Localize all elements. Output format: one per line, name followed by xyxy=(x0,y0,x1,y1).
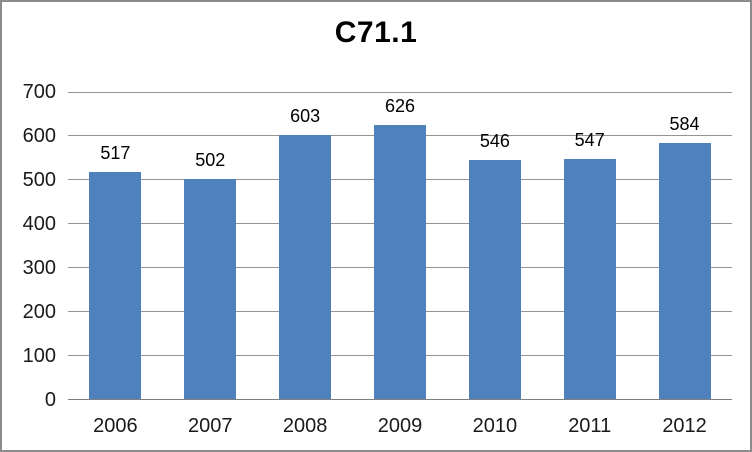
x-axis-tick-label: 2008 xyxy=(282,415,328,437)
x-axis-tick-label: 2010 xyxy=(472,415,518,437)
x-axis-tick-label: 2011 xyxy=(568,415,612,437)
bar-value-label: 502 xyxy=(195,149,226,170)
bar-value-label: 626 xyxy=(384,95,416,116)
y-axis-tick-label: 300 xyxy=(22,256,56,279)
bar-value-label: 547 xyxy=(574,130,605,151)
bar xyxy=(563,159,616,400)
y-axis-tick-label: 700 xyxy=(22,81,56,103)
bar xyxy=(658,142,711,400)
y-axis-tick-label: 600 xyxy=(22,124,56,147)
bar xyxy=(184,178,237,400)
x-axis-tick-label: 2007 xyxy=(188,415,233,437)
bar-value-label: 517 xyxy=(100,143,131,164)
bar xyxy=(468,159,521,400)
bar-value-label: 603 xyxy=(290,105,321,126)
y-axis-tick-label: 500 xyxy=(22,168,56,191)
y-axis-tick-label: 200 xyxy=(22,300,56,323)
bar-value-label: 584 xyxy=(669,113,700,134)
x-axis-tick-label: 2006 xyxy=(93,415,138,437)
y-axis-tick-label: 400 xyxy=(22,212,56,235)
y-axis-tick-label: 0 xyxy=(44,388,56,411)
gridline xyxy=(68,91,732,93)
bar-value-label: 546 xyxy=(479,130,510,151)
x-axis-tick-label: 2012 xyxy=(662,415,707,437)
bar xyxy=(89,172,142,400)
x-axis-tick-label: 2009 xyxy=(377,415,423,437)
chart-title: C71.1 xyxy=(334,16,418,49)
y-axis-tick-label: 100 xyxy=(22,344,56,367)
bar xyxy=(279,134,332,400)
x-axis-line xyxy=(68,399,732,400)
bar xyxy=(374,124,426,400)
